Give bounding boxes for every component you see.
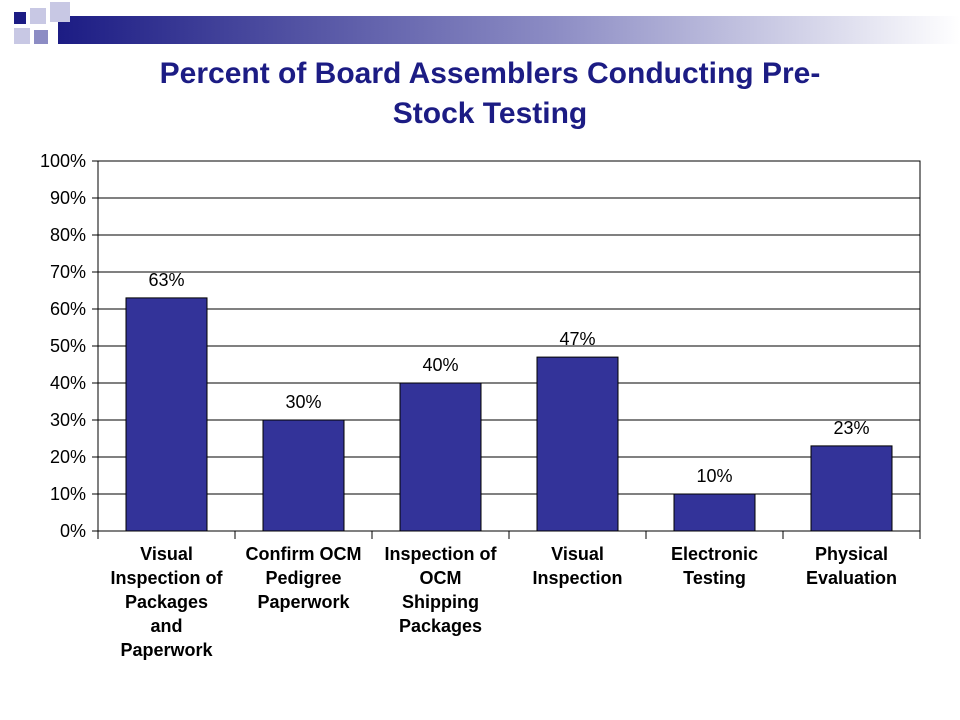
data-label: 47%	[559, 329, 595, 349]
x-category-label-line: Pedigree	[265, 568, 341, 588]
y-tick-label: 70%	[50, 262, 86, 282]
bar	[399, 382, 482, 532]
x-category-label-line: Packages	[399, 616, 482, 636]
x-category-label-line: Visual	[551, 544, 604, 564]
x-category-label-line: Testing	[683, 568, 746, 588]
x-category-label-line: Inspection of	[111, 568, 224, 588]
x-category-label-line: Confirm OCM	[246, 544, 362, 564]
x-category-label: Visual Inspection of Packages and Paperwork	[111, 544, 224, 660]
y-tick-label: 0%	[60, 521, 86, 541]
bar	[673, 493, 756, 532]
x-category-label-line: Physical	[815, 544, 888, 564]
header-gradient-band	[58, 16, 960, 44]
deco-square	[14, 12, 26, 24]
x-category-label-line: Visual	[140, 544, 193, 564]
x-category-label: Physical Evaluation	[806, 544, 897, 588]
y-tick-label: 90%	[50, 188, 86, 208]
y-tick-label: 100%	[40, 151, 86, 171]
x-category-label: Electronic Testing	[671, 544, 758, 588]
deco-square	[30, 8, 46, 24]
deco-square	[50, 2, 70, 22]
y-tick-label: 80%	[50, 225, 86, 245]
bar	[262, 419, 345, 532]
data-label: 10%	[696, 466, 732, 486]
slide-title-line-1: Percent of Board Assemblers Conducting P…	[159, 57, 821, 90]
x-category-label-line: Evaluation	[806, 568, 897, 588]
data-label: 23%	[833, 418, 869, 438]
x-category-label-line: Electronic	[671, 544, 758, 564]
y-tick-label: 30%	[50, 410, 86, 430]
slide-title: Percent of Board Assemblers Conducting P…	[60, 54, 920, 134]
x-category-label-line: Paperwork	[120, 640, 213, 660]
bar	[536, 356, 619, 532]
y-tick-label: 40%	[50, 373, 86, 393]
deco-square	[34, 30, 48, 44]
x-category-label-line: Shipping	[402, 592, 479, 612]
x-category-label: Visual Inspection	[532, 544, 622, 588]
data-label: 40%	[422, 355, 458, 375]
data-label: 30%	[285, 392, 321, 412]
x-category-label-line: Inspection of	[385, 544, 498, 564]
slide-decoration	[14, 2, 960, 44]
y-tick-label: 50%	[50, 336, 86, 356]
deco-square	[14, 28, 30, 44]
x-category-label-line: Paperwork	[257, 592, 350, 612]
y-tick-label: 60%	[50, 299, 86, 319]
bar	[125, 297, 208, 532]
bar	[810, 445, 893, 532]
x-category-label-line: OCM	[420, 568, 462, 588]
y-tick-label: 20%	[50, 447, 86, 467]
x-category-label-line: Inspection	[532, 568, 622, 588]
data-label: 63%	[148, 270, 184, 290]
x-category-label-line: and	[150, 616, 182, 636]
x-category-label: Inspection of OCM Shipping Packages	[385, 544, 498, 636]
slide-title-line-2: Stock Testing	[392, 97, 588, 130]
x-category-label-line: Packages	[125, 592, 208, 612]
y-tick-label: 10%	[50, 484, 86, 504]
x-category-label: Confirm OCM Pedigree Paperwork	[246, 544, 362, 612]
